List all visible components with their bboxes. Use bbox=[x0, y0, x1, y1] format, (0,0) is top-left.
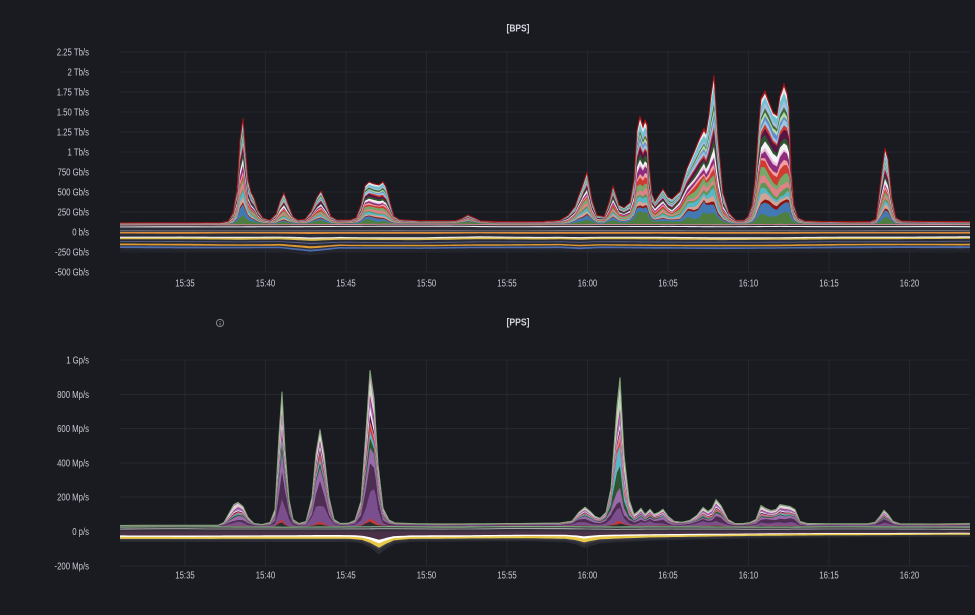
svg-text:1.25 Tb/s: 1.25 Tb/s bbox=[57, 128, 89, 139]
svg-text:16:05: 16:05 bbox=[658, 279, 677, 290]
svg-text:800 Mp/s: 800 Mp/s bbox=[57, 390, 89, 401]
svg-text:600 Mp/s: 600 Mp/s bbox=[57, 424, 89, 435]
svg-text:750 Gb/s: 750 Gb/s bbox=[58, 168, 90, 179]
svg-text:250 Gb/s: 250 Gb/s bbox=[58, 208, 90, 219]
svg-text:16:15: 16:15 bbox=[819, 571, 838, 582]
svg-text:15:45: 15:45 bbox=[336, 279, 355, 290]
svg-text:16:20: 16:20 bbox=[900, 571, 920, 582]
svg-text:-250 Gb/s: -250 Gb/s bbox=[55, 248, 89, 259]
svg-text:15:50: 15:50 bbox=[417, 279, 437, 290]
svg-text:-500 Gb/s: -500 Gb/s bbox=[55, 268, 89, 279]
svg-text:15:55: 15:55 bbox=[497, 279, 516, 290]
svg-text:0 p/s: 0 p/s bbox=[72, 527, 89, 538]
svg-text:16:15: 16:15 bbox=[819, 279, 838, 290]
svg-text:15:55: 15:55 bbox=[497, 571, 516, 582]
svg-text:0 b/s: 0 b/s bbox=[72, 228, 89, 239]
svg-text:16:10: 16:10 bbox=[739, 571, 759, 582]
svg-text:-200 Mp/s: -200 Mp/s bbox=[55, 561, 90, 572]
svg-text:1.50 Tb/s: 1.50 Tb/s bbox=[57, 108, 89, 119]
svg-text:400 Mp/s: 400 Mp/s bbox=[57, 458, 89, 469]
svg-text:16:00: 16:00 bbox=[578, 279, 598, 290]
svg-text:500 Gb/s: 500 Gb/s bbox=[58, 188, 90, 199]
svg-text:[BPS]: [BPS] bbox=[507, 24, 530, 35]
svg-text:15:40: 15:40 bbox=[256, 279, 276, 290]
svg-text:16:00: 16:00 bbox=[578, 571, 598, 582]
svg-text:15:40: 15:40 bbox=[256, 571, 276, 582]
svg-text:16:05: 16:05 bbox=[658, 571, 677, 582]
svg-text:1.75 Tb/s: 1.75 Tb/s bbox=[57, 88, 89, 99]
svg-text:15:50: 15:50 bbox=[417, 571, 437, 582]
svg-text:16:10: 16:10 bbox=[739, 279, 759, 290]
svg-text:15:35: 15:35 bbox=[175, 571, 194, 582]
svg-text:200 Mp/s: 200 Mp/s bbox=[57, 493, 89, 504]
svg-text:[PPS]: [PPS] bbox=[507, 318, 530, 329]
svg-text:1 Gp/s: 1 Gp/s bbox=[66, 356, 89, 367]
svg-text:2 Tb/s: 2 Tb/s bbox=[68, 68, 90, 79]
svg-text:2.25 Tb/s: 2.25 Tb/s bbox=[57, 48, 89, 59]
svg-text:15:45: 15:45 bbox=[336, 571, 355, 582]
svg-text:1 Tb/s: 1 Tb/s bbox=[68, 148, 90, 159]
svg-text:15:35: 15:35 bbox=[175, 279, 194, 290]
svg-text:16:20: 16:20 bbox=[900, 279, 920, 290]
